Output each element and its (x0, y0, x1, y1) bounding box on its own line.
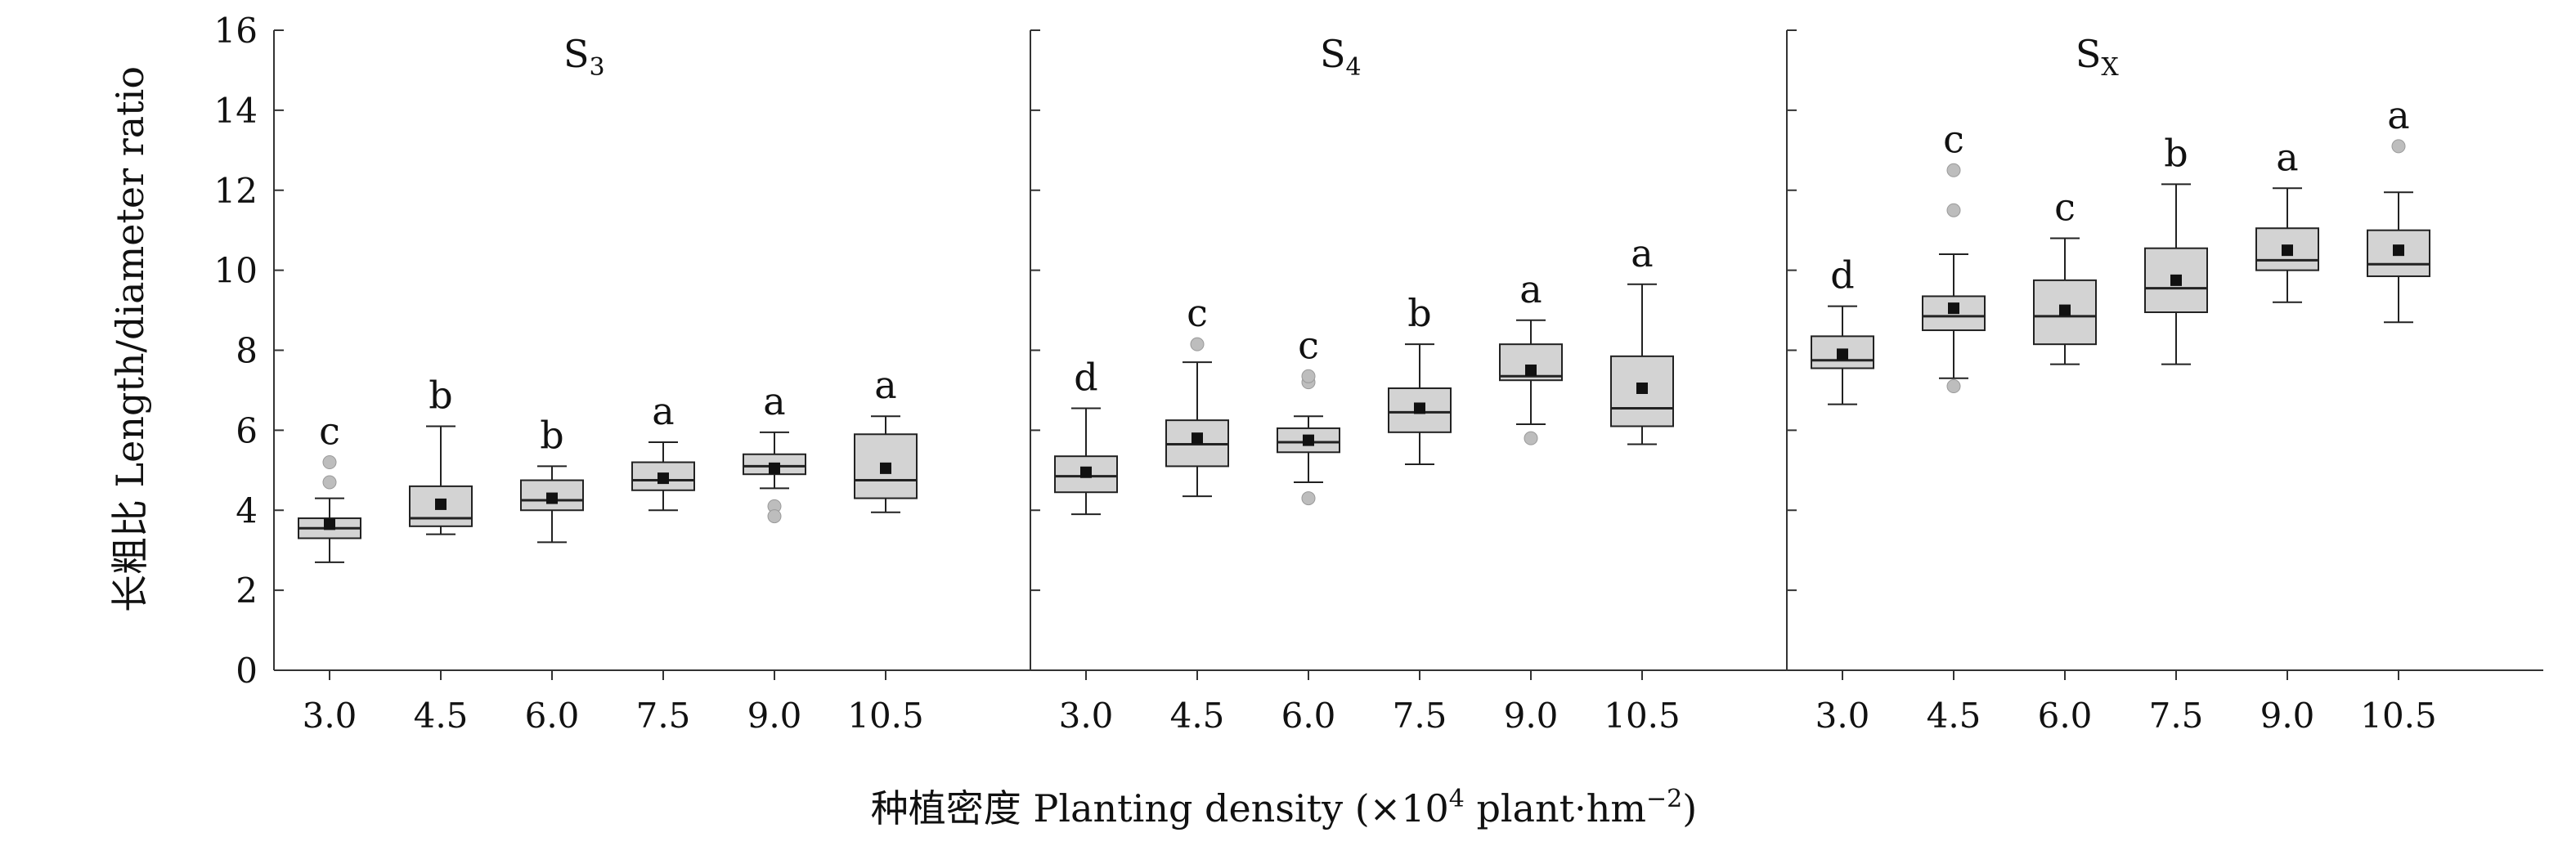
y-tick-label: 10 (214, 251, 258, 291)
panel-1-box-4-mean (657, 472, 669, 485)
panel-1-box-5-mean (769, 462, 780, 474)
panel-2-box-2-significance-letter: c (1187, 291, 1208, 335)
panel-title-letter: S (563, 32, 590, 76)
panel-1-box-3-significance-letter: b (540, 413, 563, 457)
panel-2-title: S4 (1320, 32, 1362, 82)
panel-title-letter: S (2076, 32, 2102, 76)
y-tick-label: 14 (214, 91, 258, 131)
panel-1-box-1-outlier (322, 455, 337, 470)
x-tick-label: 7.5 (2149, 696, 2204, 736)
x-tick-label: 4.5 (1170, 696, 1225, 736)
x-tick-label: 9.0 (2260, 696, 2315, 736)
panel-2-box-6-significance-letter: a (1631, 231, 1653, 275)
x-tick-label: 9.0 (747, 696, 802, 736)
panel-3-box-3-significance-letter: c (2054, 185, 2076, 229)
panel-2-box-5-outlier (1524, 431, 1538, 445)
panel-3-box-2-outlier (1946, 203, 1961, 217)
panel-1-box-1-significance-letter: c (319, 410, 340, 454)
x-tick-label: 3.0 (1059, 696, 1114, 736)
x-tick-label: 7.5 (1393, 696, 1447, 736)
y-tick-label: 4 (236, 490, 258, 530)
panel-2-box-3-outlier (1301, 491, 1316, 506)
panel-1-box-1-mean (324, 518, 335, 530)
panel-2-box-3-mean (1303, 434, 1314, 446)
panel-2-box-6-mean (1636, 382, 1648, 394)
panel-2-box-3-outlier (1301, 369, 1316, 383)
panel-3-box-6-outlier (2391, 139, 2406, 154)
panel-1-box-1-outlier (322, 475, 337, 490)
panel-2-box-4-mean (1414, 402, 1425, 414)
x-axis-label: 种植密度 Planting density (×104 plant·hm−2) (871, 785, 1697, 830)
panel-3-box-4-mean (2170, 274, 2182, 286)
y-tick-label: 6 (236, 410, 258, 450)
panel-2-box-3-significance-letter: c (1298, 323, 1319, 367)
x-tick-label: 7.5 (636, 696, 691, 736)
panel-title-subscript: 4 (1345, 53, 1361, 82)
panel-3-box-6-iqr-box (2367, 229, 2430, 277)
panel-1-box-2-mean (435, 498, 447, 510)
x-tick-label: 10.5 (847, 696, 924, 736)
panel-3-box-2-mean (1948, 302, 1959, 315)
panel-title-subscript: X (2101, 53, 2119, 82)
x-axis-label-sup1: 4 (1449, 785, 1465, 813)
panel-1-box-5-outlier (767, 509, 782, 524)
panel-1-box-6-significance-letter: a (874, 363, 896, 407)
x-tick-label: 4.5 (414, 696, 469, 736)
x-axis-label-main: 种植密度 Planting density (×10 (871, 786, 1449, 830)
panel-2-box-2-outlier (1190, 337, 1205, 351)
x-tick-label: 10.5 (1604, 696, 1681, 736)
x-tick-label: 6.0 (2038, 696, 2093, 736)
panel-2-box-5-iqr-box (1499, 343, 1563, 382)
panel-3-box-5-significance-letter: a (2276, 135, 2298, 179)
x-tick-label: 3.0 (1815, 696, 1870, 736)
panel-title-letter: S (1320, 32, 1346, 76)
panel-3-box-2-significance-letter: c (1943, 117, 1964, 161)
panel-3-box-2-outlier (1946, 379, 1961, 394)
y-tick-label: 16 (214, 11, 258, 51)
panel-1-box-2-significance-letter: b (429, 373, 452, 417)
x-tick-label: 6.0 (525, 696, 580, 736)
x-tick-label: 10.5 (2360, 696, 2437, 736)
y-axis-label: 长粗比 Length/diameter ratio (108, 66, 152, 612)
panel-1-box-4-significance-letter: a (652, 389, 674, 433)
panel-2-box-1-mean (1080, 466, 1092, 478)
x-axis-label-end: ) (1682, 786, 1697, 830)
y-tick-label: 12 (214, 171, 258, 211)
panel-3-box-1-significance-letter: d (1830, 253, 1854, 298)
panel-3-title: SX (2076, 32, 2120, 82)
panel-3-box-6-mean (2393, 244, 2404, 257)
x-tick-label: 4.5 (1927, 696, 1981, 736)
y-tick-label: 8 (236, 331, 258, 371)
panel-3-box-4-significance-letter: b (2164, 131, 2188, 175)
x-tick-label: 3.0 (303, 696, 357, 736)
panel-2-box-5-significance-letter: a (1519, 267, 1542, 311)
panel-2-box-2-mean (1192, 432, 1203, 445)
panel-1-title: S3 (563, 32, 605, 82)
panel-2-box-1-significance-letter: d (1074, 355, 1097, 399)
panel-1-box-3-mean (546, 492, 558, 504)
panel-title-subscript: 3 (589, 53, 604, 82)
panel-3-box-1-mean (1837, 348, 1848, 360)
panel-1-box-2-iqr-box (409, 485, 473, 527)
panel-2-box-4-significance-letter: b (1407, 291, 1431, 335)
y-tick-label: 0 (236, 651, 258, 691)
panel-3-box-3-mean (2059, 304, 2071, 316)
panel-3-box-5-mean (2282, 244, 2293, 257)
panel-1-box-5-significance-letter: a (763, 379, 785, 423)
x-tick-label: 9.0 (1504, 696, 1559, 736)
x-tick-label: 6.0 (1281, 696, 1336, 736)
panel-3-box-2-outlier (1946, 163, 1961, 177)
x-axis-label-sup2: −2 (1646, 785, 1682, 813)
panel-2-box-5-mean (1525, 364, 1537, 376)
y-tick-label: 2 (236, 571, 258, 611)
panel-1-box-6-mean (880, 462, 891, 474)
panel-3-box-6-significance-letter: a (2387, 93, 2409, 137)
x-axis-label-mid: plant·hm (1465, 786, 1646, 830)
